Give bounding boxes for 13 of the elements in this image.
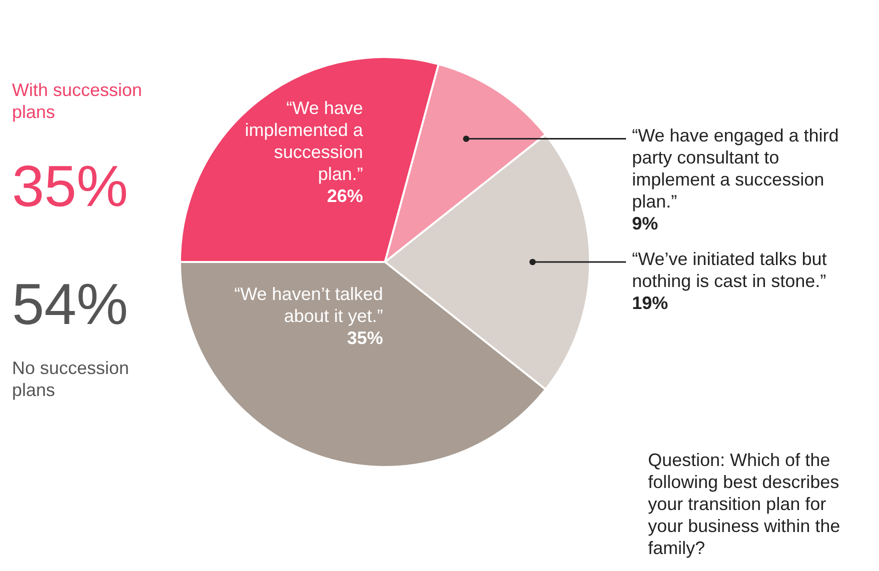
data-label: 9%: [632, 214, 658, 234]
text: 35%: [12, 154, 128, 219]
text: With succession plans: [12, 80, 142, 122]
text: No succession plans: [12, 358, 130, 400]
text: Question: Which of the following best describes your transition plan for your business within the family?: [648, 450, 840, 558]
data-label: 35%: [346, 328, 383, 348]
data-label: 26%: [326, 186, 363, 206]
slice-label: “We have implemented a succession plan.”: [244, 98, 364, 184]
data-label: 19%: [632, 293, 668, 313]
slice-label: “We haven’t talked about it yet.”: [234, 284, 383, 326]
slice-label: “We’ve initiated talks but nothing is cast in stone.”: [632, 249, 827, 291]
slice-label: “We have engaged a third party consultant to implement a succession plan.”: [632, 126, 839, 212]
text: 54%: [12, 272, 128, 337]
